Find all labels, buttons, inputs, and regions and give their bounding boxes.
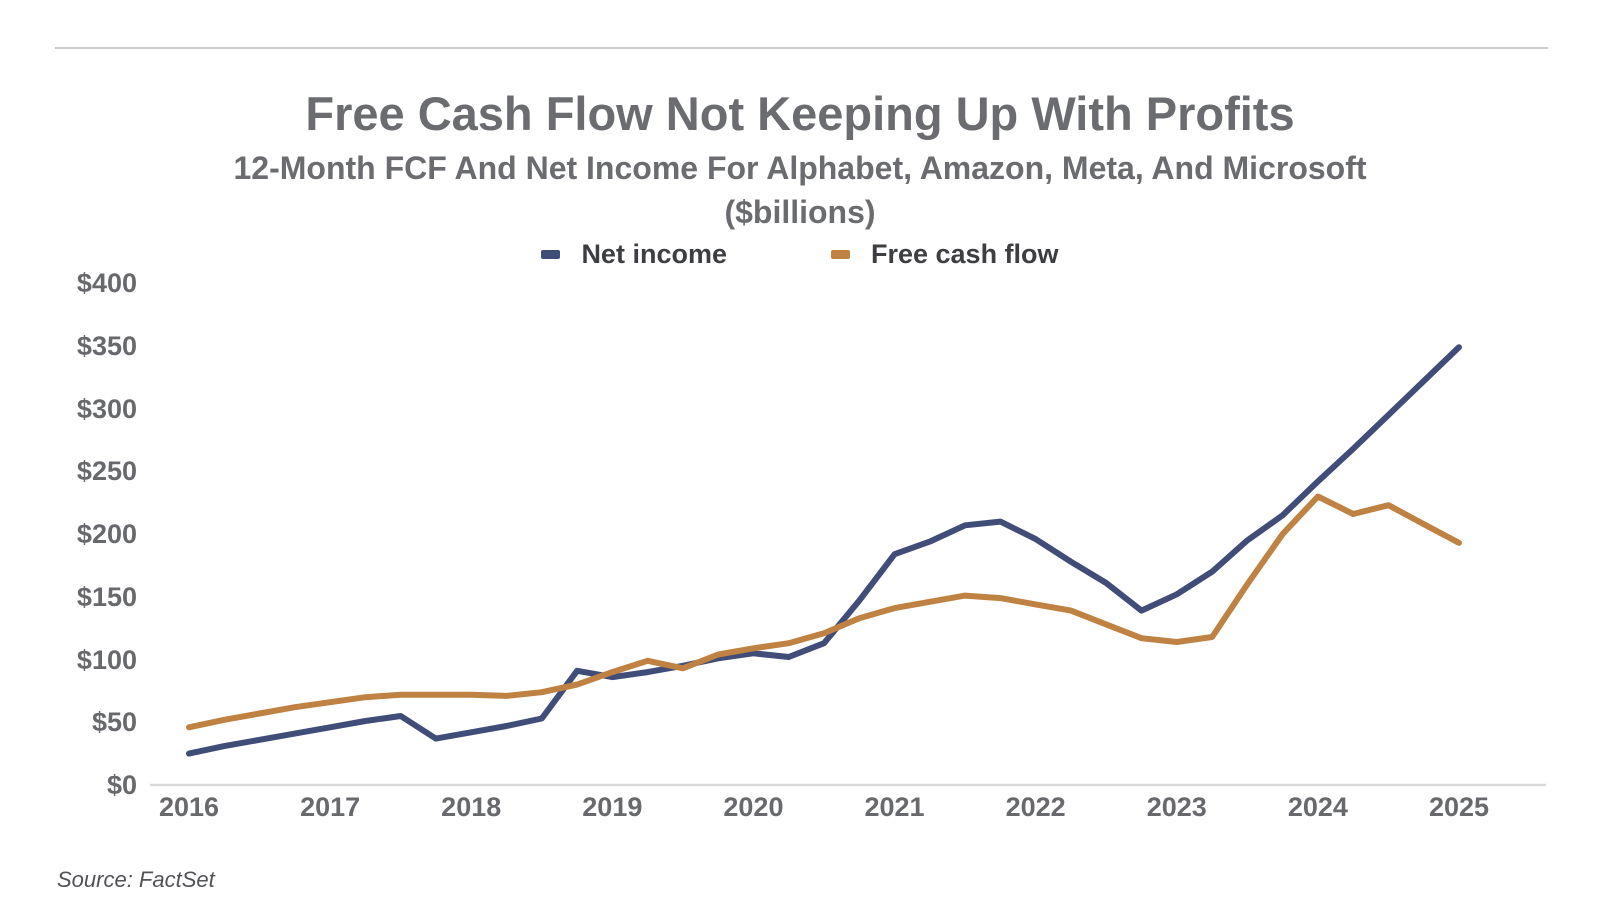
y-axis-label: $50 xyxy=(91,707,137,738)
x-axis-label: 2025 xyxy=(1428,792,1490,822)
y-axis-label: $100 xyxy=(76,644,137,675)
net-income-line xyxy=(186,344,1462,757)
net-income-swatch-icon xyxy=(541,249,561,259)
chart-subtitle-units: ($billions) xyxy=(724,194,876,230)
chart-subtitle: 12-Month FCF And Net Income For Alphabet… xyxy=(0,146,1600,234)
y-axis-labels: $0 $50 $100 $150 $200 $250 $300 $350 $400 xyxy=(0,0,137,900)
x-axis-label: 2024 xyxy=(1287,792,1348,822)
chart-subtitle-line1: 12-Month FCF And Net Income For Alphabet… xyxy=(233,150,1367,186)
x-axis-label: 2020 xyxy=(723,792,784,822)
legend-label-free-cash-flow: Free cash flow xyxy=(870,238,1059,269)
x-axis-label: 2019 xyxy=(582,792,643,822)
page-title: Free Cash Flow Not Keeping Up With Profi… xyxy=(305,87,1295,140)
y-axis-label: $200 xyxy=(76,519,137,550)
source-note: Source: FactSet xyxy=(57,867,215,892)
x-axis-label: 2021 xyxy=(864,792,925,822)
y-axis-label: $400 xyxy=(76,268,137,299)
y-axis-label: $300 xyxy=(76,393,137,424)
legend-label-net-income: Net income xyxy=(581,238,727,269)
top-divider xyxy=(55,47,1548,49)
x-axis-label: 2018 xyxy=(441,792,502,822)
legend-item-net-income: Net income xyxy=(541,239,727,270)
y-axis-label: $150 xyxy=(76,581,137,612)
x-axis-label: 2022 xyxy=(1005,792,1066,822)
y-axis-label: $350 xyxy=(76,330,137,361)
x-axis-label: 2016 xyxy=(158,792,220,822)
free-cash-flow-line xyxy=(186,493,1462,731)
y-axis-label: $0 xyxy=(106,770,137,800)
y-axis-label: $250 xyxy=(76,456,137,487)
legend-item-free-cash-flow: Free cash flow xyxy=(830,238,1059,270)
x-axis-label: 2017 xyxy=(300,792,361,822)
free-cash-flow-swatch-icon xyxy=(830,249,850,259)
legend: Net income Free cash flow xyxy=(0,237,1600,271)
x-axis-label: 2023 xyxy=(1146,792,1207,822)
